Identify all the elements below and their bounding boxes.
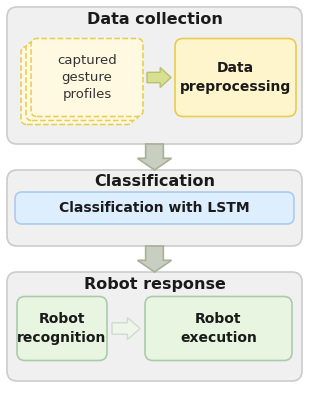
FancyBboxPatch shape xyxy=(21,46,133,124)
FancyBboxPatch shape xyxy=(15,192,294,224)
Polygon shape xyxy=(138,246,171,272)
Polygon shape xyxy=(112,318,140,340)
Text: captured
gesture
profiles: captured gesture profiles xyxy=(57,54,117,101)
Polygon shape xyxy=(147,68,171,88)
FancyBboxPatch shape xyxy=(145,296,292,360)
Text: Robot
execution: Robot execution xyxy=(180,312,257,345)
Text: Robot
recognition: Robot recognition xyxy=(17,312,107,345)
FancyBboxPatch shape xyxy=(31,38,143,116)
FancyBboxPatch shape xyxy=(17,296,107,360)
Text: Data collection: Data collection xyxy=(87,12,222,26)
FancyBboxPatch shape xyxy=(7,7,302,144)
Text: Classification with LSTM: Classification with LSTM xyxy=(59,201,250,215)
Text: Data
preprocessing: Data preprocessing xyxy=(180,61,291,94)
FancyBboxPatch shape xyxy=(7,170,302,246)
Text: Robot response: Robot response xyxy=(83,276,226,292)
FancyBboxPatch shape xyxy=(175,38,296,116)
FancyBboxPatch shape xyxy=(7,272,302,381)
FancyBboxPatch shape xyxy=(26,42,138,120)
Text: Classification: Classification xyxy=(94,174,215,190)
Polygon shape xyxy=(138,144,171,170)
